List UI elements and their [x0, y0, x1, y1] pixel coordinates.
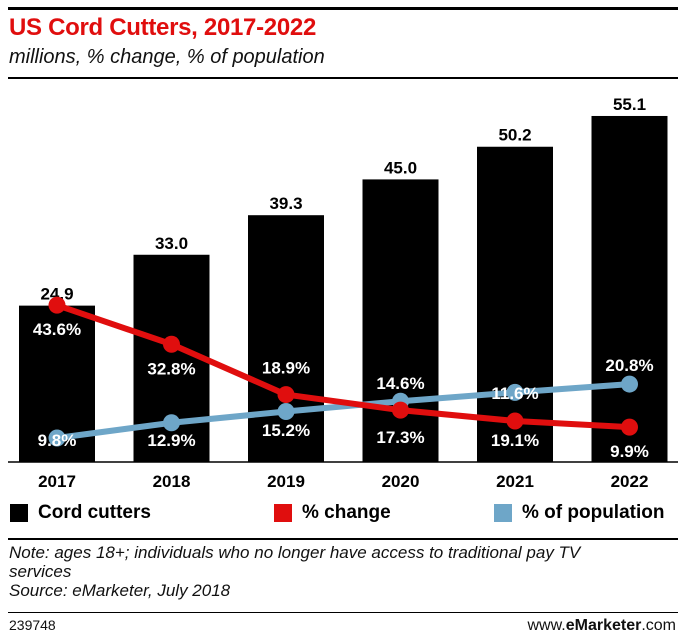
legend-label-pct-change: % change: [302, 502, 391, 523]
pct-population-label-2018: 12.9%: [147, 431, 195, 450]
point-pct-population-2019: [277, 403, 295, 421]
point-pct-population-2021: [506, 383, 524, 401]
top-rule: [8, 7, 678, 10]
point-pct-population-2017: [48, 429, 66, 447]
chart-title: US Cord Cutters, 2017-2022: [9, 14, 316, 41]
pct-change-label-2021: 11.6%: [491, 384, 538, 403]
legend-item-cord-cutters: Cord cutters: [10, 502, 151, 524]
point-pct-change-2020: [392, 401, 409, 419]
x-tick-label-2022: 2022: [611, 472, 649, 491]
point-pct-population-2022: [621, 375, 638, 393]
footnote: Note: ages 18+; individuals who no longe…: [9, 543, 674, 600]
pct-change-label-2022: 9.9%: [610, 442, 649, 461]
plot-area: 24.9 33.0 39.3 45.0 50.2 55.1 43.6% 32.8% 18.9% 1…: [8, 95, 678, 491]
note-line-2: services: [9, 562, 72, 581]
pct-population-label-2019: 15.2%: [262, 421, 310, 440]
pct-population-label-2017: 9.8%: [38, 431, 77, 450]
legend-label-cord-cutters: Cord cutters: [38, 502, 151, 523]
point-pct-change-2022: [621, 418, 638, 436]
chart-id: 239748: [9, 617, 56, 633]
legend-swatch-cord-cutters: [10, 504, 28, 522]
x-tick-label-2019: 2019: [267, 472, 305, 491]
bar-2021: [477, 146, 553, 462]
x-tick-label-2021: 2021: [496, 472, 534, 491]
pct-change-label-2020: 14.6%: [376, 374, 424, 393]
header-rule: [8, 77, 678, 79]
bar-value-label-2017: 24.9: [40, 285, 73, 304]
pct-change-label-2018: 32.8%: [147, 359, 195, 378]
brand-prefix: www.: [527, 617, 566, 634]
x-tick-label-2020: 2020: [382, 472, 420, 491]
pct-population-label-2020: 17.3%: [376, 428, 424, 447]
source-line: Source: eMarketer, July 2018: [9, 581, 231, 600]
pct-change-label-2017: 43.6%: [33, 320, 81, 339]
bottom-rule: [8, 612, 678, 613]
brand-name: eMarketer: [565, 617, 642, 634]
point-pct-change-2018: [163, 335, 180, 353]
legend-item-pct-change: % change: [274, 502, 391, 524]
line-pct-population: [56, 381, 630, 441]
pct-change-label-2019: 18.9%: [262, 359, 310, 378]
point-pct-change-2017: [48, 296, 66, 314]
point-pct-population-2018: [163, 414, 180, 432]
legend-swatch-pct-change: [274, 504, 292, 522]
legend-swatch-pct-population: [494, 504, 512, 522]
bar-value-label-2021: 50.2: [498, 126, 531, 145]
legend: Cord cutters % change % of population: [8, 502, 680, 528]
bar-value-label-2022: 55.1: [613, 95, 646, 114]
bar-value-label-2019: 39.3: [269, 194, 302, 213]
point-pct-change-2019: [277, 386, 295, 404]
legend-item-pct-population: % of population: [494, 502, 664, 524]
pct-population-label-2022: 20.8%: [605, 356, 653, 375]
pct-population-label-2021: 19.1%: [491, 431, 539, 450]
brand-suffix: .com: [641, 617, 676, 634]
bar-2020: [362, 179, 439, 462]
point-pct-change-2021: [506, 412, 524, 430]
note-line-1: Note: ages 18+; individuals who no longe…: [9, 543, 581, 562]
x-tick-label-2018: 2018: [153, 472, 191, 491]
chart-subtitle: millions, % change, % of population: [9, 46, 325, 68]
footer-rule: [8, 538, 678, 540]
bar-value-label-2018: 33.0: [155, 234, 188, 253]
bar-2022: [591, 115, 668, 463]
brand-url[interactable]: www.eMarketer.com: [527, 617, 676, 635]
x-tick-label-2017: 2017: [38, 472, 76, 491]
legend-label-pct-population: % of population: [522, 502, 665, 523]
bar-2019: [248, 215, 324, 462]
bar-value-label-2020: 45.0: [384, 158, 417, 177]
line-pct-change: [56, 302, 630, 431]
